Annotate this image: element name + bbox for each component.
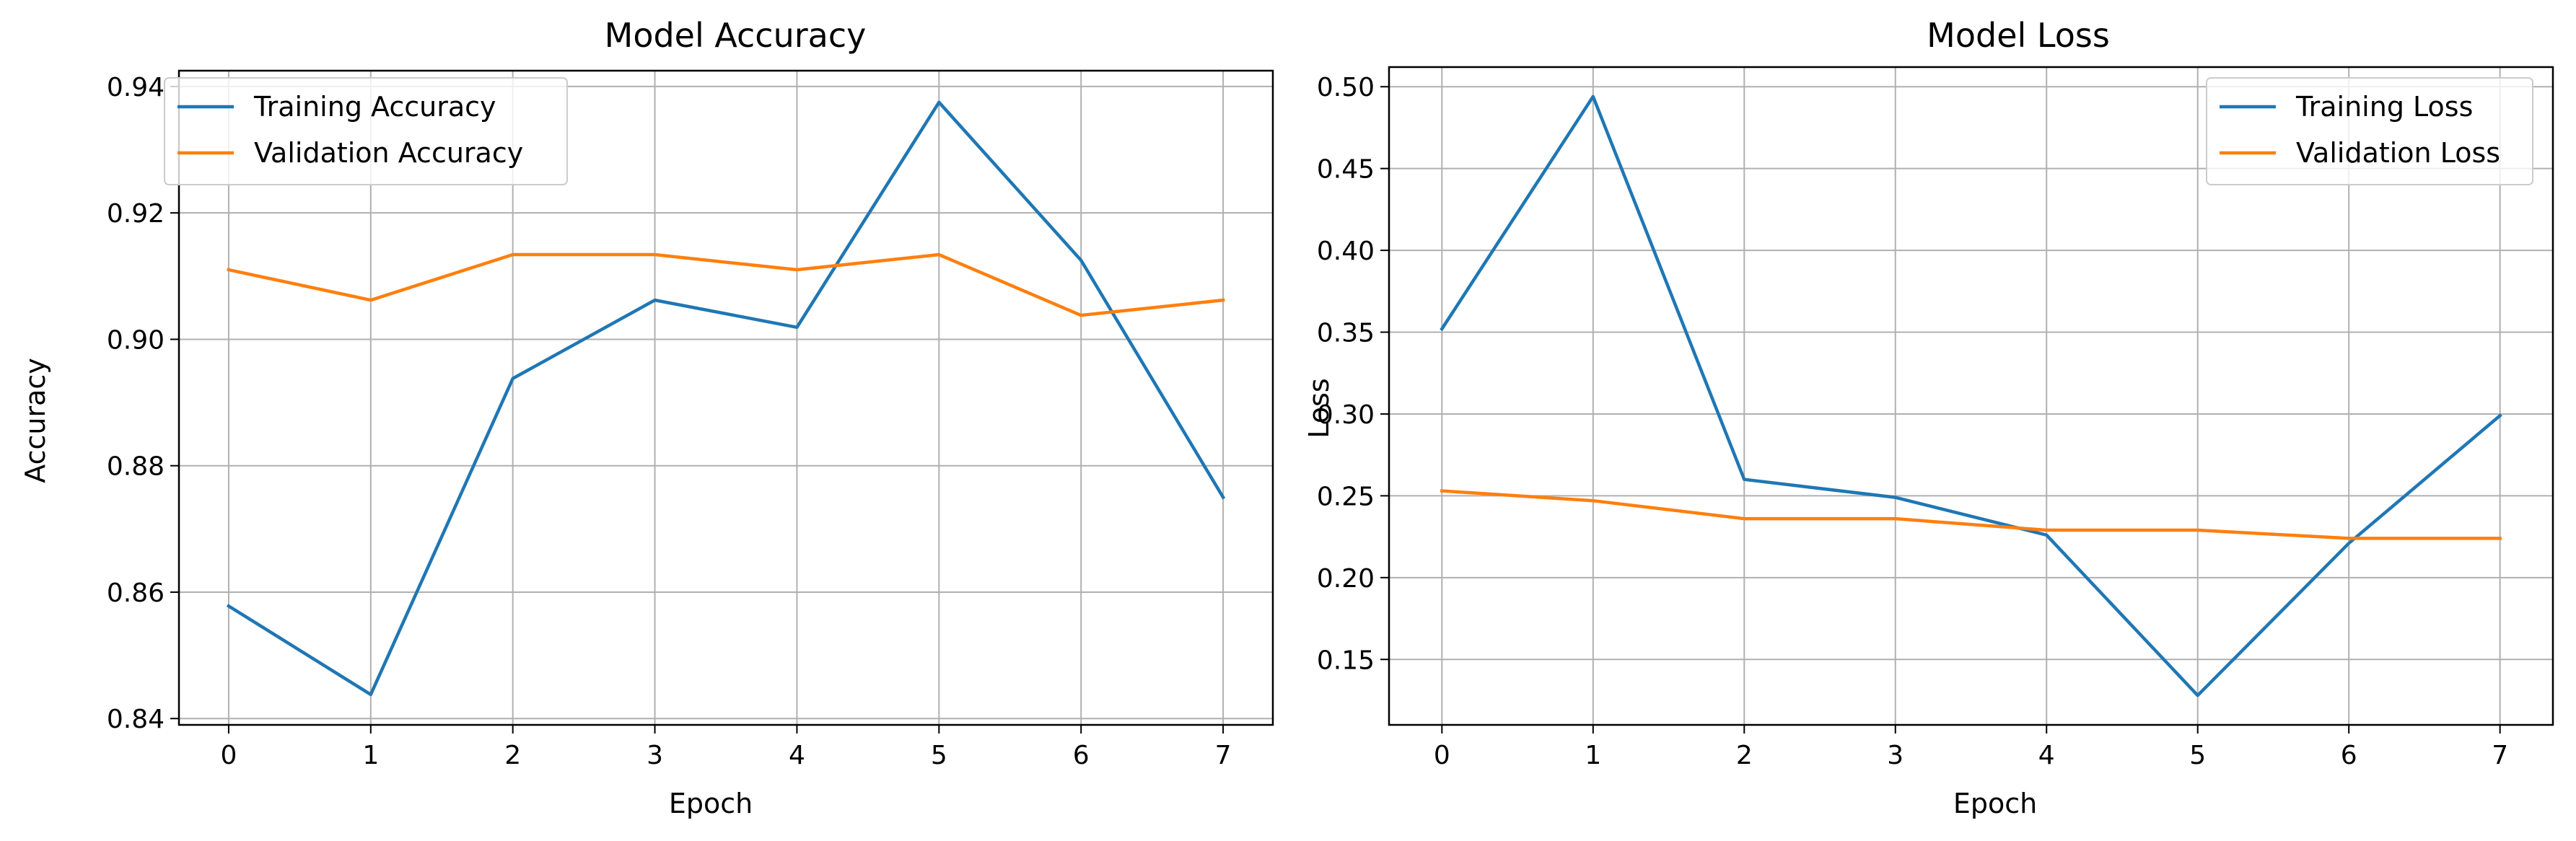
x-tick-label: 0 [220, 741, 237, 770]
y-tick-label: 0.50 [1317, 73, 1375, 102]
loss-chart-panel: Model Loss Epoch Loss 0 1 2 3 4 5 6 7 0.15 0.20 0.… [1303, 16, 2554, 819]
y-tick-label: 0.25 [1317, 482, 1375, 511]
legend-label: Validation Loss [2296, 137, 2500, 169]
y-tick-label: 0.35 [1317, 319, 1375, 348]
plot-frame [178, 69, 1274, 726]
series-line [227, 252, 1225, 317]
series-group [1440, 94, 2502, 697]
x-tick-label: 6 [1073, 741, 1090, 770]
grid [179, 71, 1273, 725]
legend-label: Validation Accuracy [254, 137, 523, 169]
series-line [226, 100, 1226, 697]
y-tick-label: 0.92 [107, 199, 165, 229]
y-axis-label: Accuracy [19, 358, 51, 483]
ticks: 0 1 2 3 4 5 6 7 0.15 0.20 0.25 0.30 0.35 0.40 0.45 0.50 [1317, 73, 2508, 770]
x-tick-label: 2 [504, 741, 521, 770]
x-tick-label: 3 [1887, 741, 1903, 770]
x-tick-label: 7 [2492, 741, 2508, 770]
chart-title: Model Loss [1927, 16, 2110, 55]
legend: Training Accuracy Validation Accuracy [164, 77, 568, 185]
ticks: 0 1 2 3 4 5 6 7 0.84 0.86 0.88 0.90 0.92 0.94 [107, 73, 1232, 770]
accuracy-chart-panel: Model Accuracy Epoch Accuracy 0 1 2 3 4 5 6 7 0.… [19, 16, 1274, 819]
x-tick-label: 2 [1736, 741, 1753, 770]
x-axis-label: Epoch [669, 788, 753, 819]
legend-box [164, 77, 568, 185]
y-tick-label: 0.15 [1317, 646, 1375, 675]
plot-frame [1388, 66, 2554, 726]
y-tick-label: 0.45 [1317, 155, 1375, 185]
x-tick-label: 3 [647, 741, 663, 770]
y-tick-label: 0.84 [107, 705, 165, 734]
x-tick-label: 4 [2038, 741, 2055, 770]
series-line [1440, 489, 2502, 540]
y-tick-label: 0.94 [107, 73, 165, 102]
y-axis-label: Loss [1303, 378, 1335, 438]
y-tick-label: 0.20 [1317, 564, 1375, 594]
x-tick-label: 5 [2189, 741, 2206, 770]
legend-label: Training Accuracy [253, 91, 496, 123]
x-tick-label: 0 [1434, 741, 1450, 770]
y-tick-label: 0.88 [107, 452, 165, 482]
x-tick-label: 4 [789, 741, 805, 770]
legend-box [2206, 77, 2533, 185]
x-tick-label: 1 [1585, 741, 1601, 770]
y-tick-label: 0.40 [1317, 237, 1375, 266]
y-tick-label: 0.30 [1317, 400, 1375, 430]
y-tick-label: 0.86 [107, 578, 165, 608]
y-tick-label: 0.90 [107, 325, 165, 355]
x-tick-label: 5 [931, 741, 947, 770]
x-tick-label: 6 [2341, 741, 2357, 770]
series-group [226, 100, 1226, 697]
x-axis-label: Epoch [1953, 788, 2037, 819]
x-tick-label: 1 [362, 741, 379, 770]
series-line [1440, 94, 2502, 697]
chart-title: Model Accuracy [605, 16, 867, 55]
legend-label: Training Loss [2295, 91, 2473, 123]
legend: Training Loss Validation Loss [2206, 77, 2533, 185]
x-tick-label: 7 [1215, 741, 1232, 770]
